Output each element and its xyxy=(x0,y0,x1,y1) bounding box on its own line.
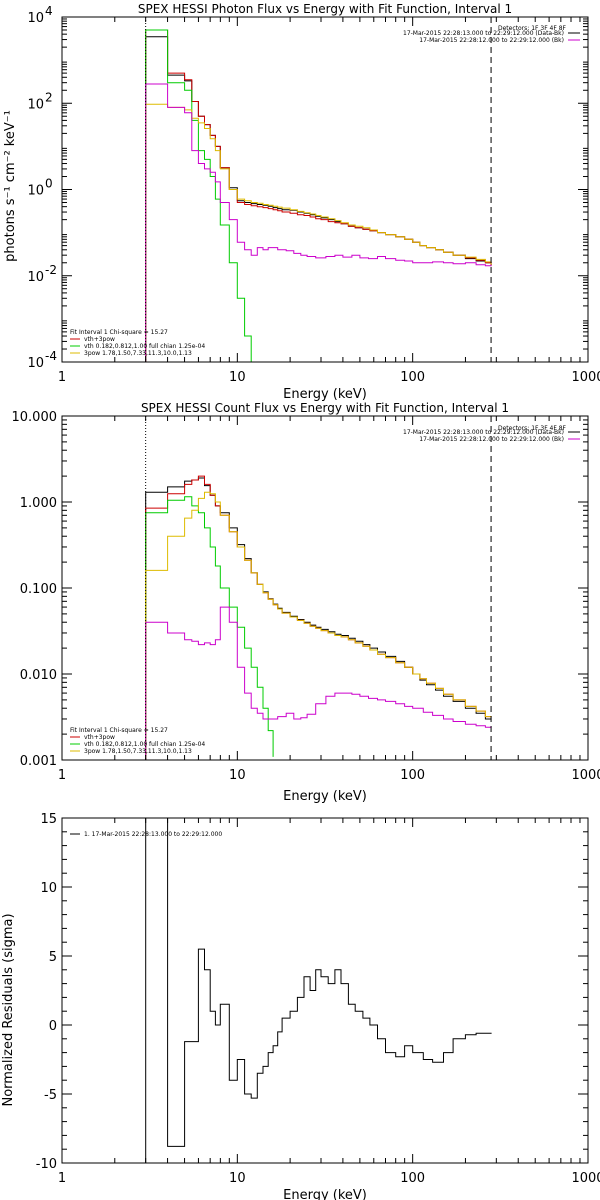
residuals-panel: Energy (keV) Normalized Residuals (sigma… xyxy=(1,812,600,1200)
series-vth-3pow xyxy=(145,29,492,362)
fit-legend-entry: vth+3pow xyxy=(84,336,115,343)
photon-flux-panel: SPEX HESSI Photon Flux vs Energy with Fi… xyxy=(3,2,600,402)
y-tick-exponent: -4 xyxy=(45,349,57,363)
series-3pow xyxy=(145,491,492,760)
x-tick-label: 10 xyxy=(229,370,246,385)
x-tick-label: 10 xyxy=(229,1171,246,1186)
time-legend-entry: 17-Mar-2015 22:28:13.000 to 22:29:12.000… xyxy=(403,429,564,436)
y-tick-label: 5 xyxy=(49,950,57,965)
x-tick-label: 1 xyxy=(58,768,66,783)
fit-legend-entry: 3pow 1.78,1.50,7.33,11.3,10.0,1.13 xyxy=(84,748,192,755)
x-tick-label: 100 xyxy=(400,768,425,783)
y-tick-exponent: 2 xyxy=(45,90,53,104)
x-tick-label: 100 xyxy=(400,370,425,385)
x-tick-label: 1 xyxy=(58,370,66,385)
series-vth xyxy=(145,29,258,363)
y-tick-label: 0.010 xyxy=(20,668,57,683)
y-tick-label: 1.000 xyxy=(20,496,57,511)
plot-frame xyxy=(61,16,589,363)
y-tick-label: 10 xyxy=(27,97,44,112)
y-tick-label: 10 xyxy=(27,356,44,371)
series-data-bk xyxy=(145,36,492,362)
time-legend-entry: 17-Mar-2015 22:28:13.000 to 22:29:12.000… xyxy=(403,30,564,37)
series-3pow xyxy=(145,103,492,362)
fit-legend-entry: vth 0.182,0.812,1.00 full chian 1.25e-04 xyxy=(84,741,205,748)
detectors-label: Detectors: 1F 3F 4F 8F xyxy=(498,425,567,432)
y-tick-label: 0 xyxy=(49,1019,57,1034)
series-data-bk xyxy=(145,477,492,760)
y-tick-label: 0.001 xyxy=(20,754,57,769)
series-bk xyxy=(145,83,492,362)
y-tick-label: -5 xyxy=(44,1088,57,1103)
y-tick-label: 0.100 xyxy=(20,582,57,597)
series-vth-3pow xyxy=(145,475,492,760)
y-axis-label: photons s⁻¹ cm⁻² keV⁻¹ xyxy=(3,110,18,262)
legend-entry: 1. 17-Mar-2015 22:28:13.000 to 22:29:12.… xyxy=(84,831,222,838)
time-legend-entry: 17-Mar-2015 22:28:12.000 to 22:29:12.000… xyxy=(419,436,564,443)
y-tick-label: 10 xyxy=(27,184,44,199)
y-tick-exponent: 0 xyxy=(45,177,53,191)
plot-frame xyxy=(61,817,589,1164)
fit-legend-title: Fit Interval 1 Chi-square = 15.27 xyxy=(70,727,168,734)
x-axis-label: Energy (keV) xyxy=(283,789,367,804)
series-vth xyxy=(145,496,274,760)
count-flux-panel: SPEX HESSI Count Flux vs Energy with Fit… xyxy=(12,401,600,804)
x-axis-label: Energy (keV) xyxy=(283,387,367,402)
fit-legend-title: Fit Interval 1 Chi-square = 15.27 xyxy=(70,329,168,336)
chart-title: SPEX HESSI Count Flux vs Energy with Fit… xyxy=(141,401,509,415)
y-tick-label: 10 xyxy=(27,11,44,26)
y-tick-label: 10.000 xyxy=(12,410,58,425)
time-legend-entry: 17-Mar-2015 22:28:12.000 to 22:29:12.000… xyxy=(419,37,564,44)
fit-legend-entry: 3pow 1.78,1.50,7.33,11.3,10.0,1.13 xyxy=(84,350,192,357)
x-tick-label: 1 xyxy=(58,1171,66,1186)
y-tick-exponent: 4 xyxy=(45,4,53,18)
fit-legend-entry: vth+3pow xyxy=(84,734,115,741)
x-tick-label: 10 xyxy=(229,768,246,783)
x-axis-label: Energy (keV) xyxy=(283,1188,367,1200)
y-tick-exponent: -2 xyxy=(45,263,57,277)
x-tick-label: 100 xyxy=(400,1171,425,1186)
detectors-label: Detectors: 1F 3F 4F 8F xyxy=(498,25,567,32)
chart-title: SPEX HESSI Photon Flux vs Energy with Fi… xyxy=(138,2,512,16)
y-axis-label: Normalized Residuals (sigma) xyxy=(1,913,16,1106)
plot-frame xyxy=(61,415,589,761)
y-tick-label: 10 xyxy=(40,881,57,896)
y-tick-label: -10 xyxy=(36,1157,57,1172)
y-tick-label: 10 xyxy=(27,270,44,285)
fit-legend-entry: vth 0.182,0.812,1.00 full chian 1.25e-04 xyxy=(84,343,205,350)
series-1-17-mar-2015-22-28-13-000-to-22-29-12-000 xyxy=(145,817,492,1163)
y-tick-label: 15 xyxy=(40,812,57,827)
series-bk xyxy=(145,606,492,760)
